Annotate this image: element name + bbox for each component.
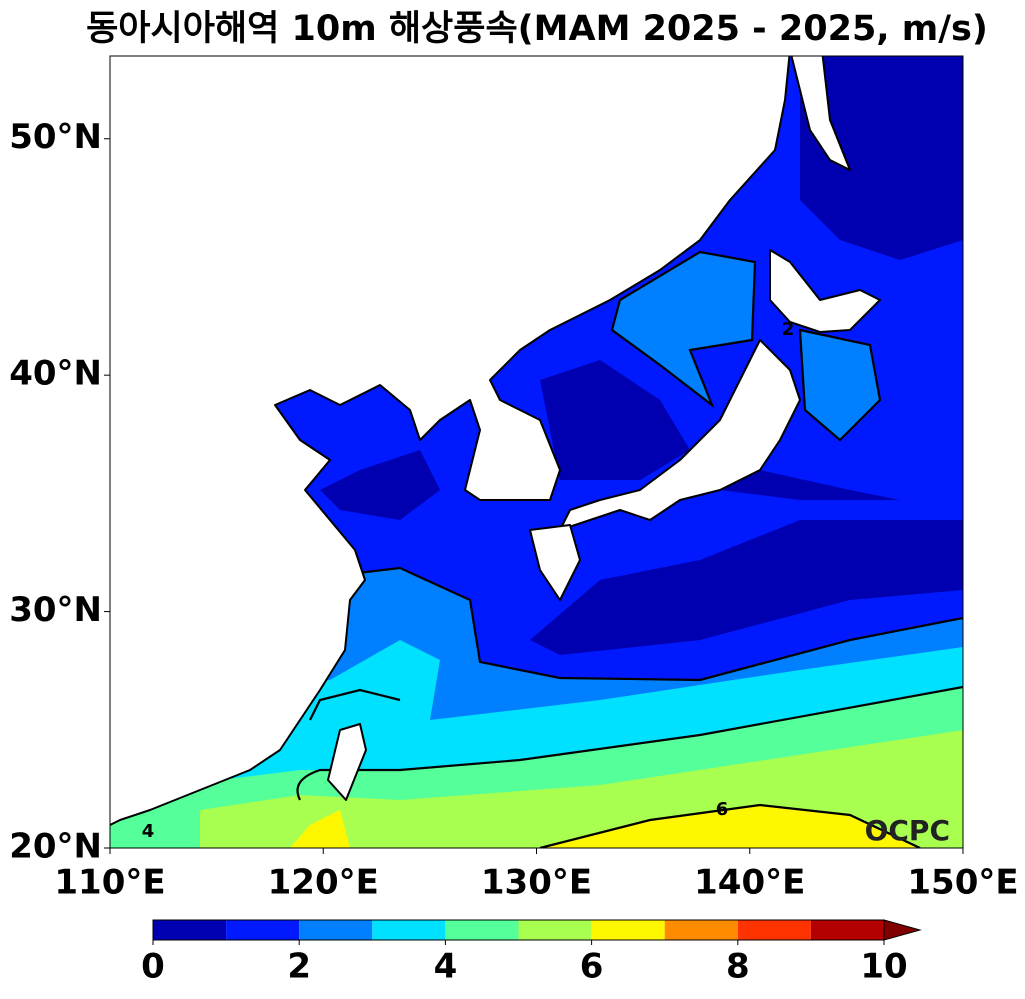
colorbar-bin [372,920,446,940]
watermark: OCPC [865,814,950,847]
colorbar-tick-label: 8 [726,947,750,987]
x-tick-label: 120°E [268,863,379,903]
land-kyushu [529,524,581,601]
field-0-1 [700,450,900,500]
land-hokkaido [769,249,881,333]
land-taiwan [327,723,367,801]
field-2-3 [610,250,757,409]
y-tick-label: 40°N [9,354,102,394]
y-tick-label: 30°N [9,590,102,630]
land-sakhalin [790,56,851,171]
field-0-1 [320,450,440,520]
contour-line [296,685,963,801]
x-tick-label: 130°E [481,863,592,903]
x-tick-label: 140°E [694,863,805,903]
field-2-3 [798,328,882,442]
map-area: 2 4 6 OCPC [110,56,963,848]
contour-label: 4 [142,821,155,842]
colorbar-extend [883,919,922,941]
land-asia [110,56,791,827]
colorbar-tick-label: 0 [141,947,165,987]
x-tick-label: 110°E [54,863,165,903]
contour-line [309,688,401,721]
colorbar-tick-label: 6 [580,947,604,987]
x-tick-label: 150°E [907,863,1018,903]
field-0-1 [530,520,963,655]
land-honshu [559,339,801,531]
contour-label: 2 [782,319,795,340]
colorbar-bin [664,920,738,940]
colorbar-tick-label: 4 [434,947,458,987]
colorbar-bin [299,920,373,940]
colorbar-tick-label: 2 [287,947,311,987]
colorbar-bin [810,920,884,940]
colorbar-bin [737,920,811,940]
colorbar-bin [226,920,300,940]
contour-label: 6 [716,799,729,820]
field-6-7 [290,810,350,848]
colorbar-bin [445,920,519,940]
field-0-1 [800,56,963,260]
colorbar-frame [152,919,885,941]
colorbar-tick-label: 10 [860,947,907,987]
contour-line [299,566,963,682]
contour-line [539,803,921,848]
y-tick-label: 50°N [9,117,102,157]
colorbar-bin [591,920,665,940]
y-tick-label: 20°N [9,827,102,867]
colorbar-bin [153,920,227,940]
map-title: 동아시아해역 10m 해상풍속(MAM 2025 - 2025, m/s) [86,9,988,49]
field-0-1 [540,360,690,480]
field-6-7 [540,805,920,848]
colorbar-bin [518,920,592,940]
